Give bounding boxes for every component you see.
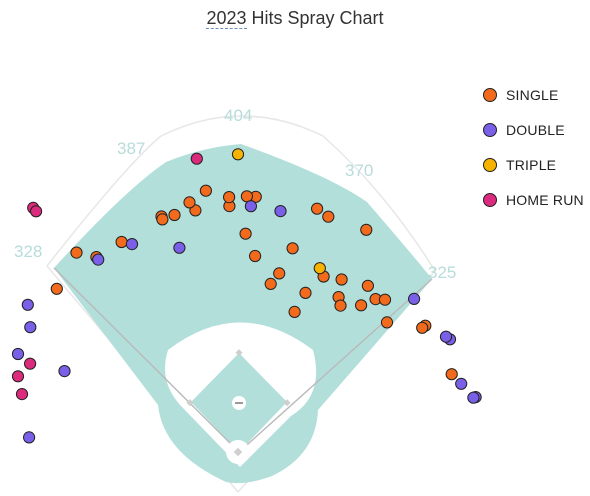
third-base xyxy=(186,399,194,407)
hit-marker-single[interactable] xyxy=(445,368,458,381)
hit-marker-single[interactable] xyxy=(322,210,335,223)
hit-marker-single[interactable] xyxy=(264,277,277,290)
hit-marker-double[interactable] xyxy=(58,365,71,378)
legend-label: HOME RUN xyxy=(506,191,584,208)
pitchers-rubber xyxy=(235,402,243,404)
legend-swatch-single xyxy=(483,87,497,102)
hit-marker-single[interactable] xyxy=(70,246,83,259)
hit-markers xyxy=(11,148,482,444)
hit-marker-triple[interactable] xyxy=(231,148,245,161)
home-plate xyxy=(233,447,243,457)
hit-marker-double[interactable] xyxy=(23,431,36,444)
hit-marker-double[interactable] xyxy=(244,200,257,213)
hit-marker-double[interactable] xyxy=(274,205,287,218)
hit-marker-single[interactable] xyxy=(273,267,286,280)
foul-line-left xyxy=(53,267,240,453)
distance-label-center: 404 xyxy=(224,106,252,125)
legend-item-single[interactable]: SINGLE xyxy=(483,77,584,112)
hit-marker-single[interactable] xyxy=(335,273,348,286)
hit-marker-single[interactable] xyxy=(50,282,63,295)
hit-marker-single[interactable] xyxy=(360,223,373,236)
hit-marker-single[interactable] xyxy=(183,196,196,209)
legend-label: TRIPLE xyxy=(506,156,557,173)
distance-label-left-field: 328 xyxy=(14,242,42,261)
hit-marker-single[interactable] xyxy=(199,184,212,197)
legend-item-double[interactable]: DOUBLE xyxy=(483,112,584,147)
hit-marker-single[interactable] xyxy=(223,191,236,204)
foul-line-right xyxy=(238,278,433,453)
first-base xyxy=(283,399,291,407)
hit-marker-double[interactable] xyxy=(125,238,139,251)
legend-swatch-double xyxy=(483,122,497,137)
hit-marker-triple[interactable] xyxy=(313,262,326,275)
hit-marker-single[interactable] xyxy=(299,286,312,299)
hit-marker-double[interactable] xyxy=(467,391,480,404)
title-year: 2023 xyxy=(206,8,247,29)
hit-marker-single[interactable] xyxy=(361,279,374,292)
hit-marker-double[interactable] xyxy=(173,241,186,254)
hit-marker-double[interactable] xyxy=(455,377,468,390)
distance-label-right-field: 325 xyxy=(428,263,456,282)
hit-marker-single[interactable] xyxy=(378,293,392,306)
hit-marker-single[interactable] xyxy=(311,202,324,215)
hit-marker-home-run[interactable] xyxy=(24,357,37,370)
legend-item-triple[interactable]: TRIPLE xyxy=(483,147,584,182)
hit-marker-double[interactable] xyxy=(11,347,25,361)
warning-track-arc xyxy=(46,115,436,272)
hit-marker-home-run[interactable] xyxy=(29,205,43,218)
hit-marker-single[interactable] xyxy=(380,316,394,329)
hit-marker-single[interactable] xyxy=(115,235,128,249)
outfield-grass xyxy=(54,144,432,484)
hit-marker-single[interactable] xyxy=(168,208,181,222)
hit-marker-single[interactable] xyxy=(355,299,368,312)
hit-marker-single[interactable] xyxy=(239,227,252,240)
hit-marker-double[interactable] xyxy=(21,298,34,311)
distance-label-right-center: 370 xyxy=(345,161,373,180)
hit-marker-single[interactable] xyxy=(334,299,347,312)
hit-marker-home-run[interactable] xyxy=(190,152,203,165)
legend: SINGLE DOUBLE TRIPLE HOME RUN xyxy=(483,77,584,217)
legend-label: DOUBLE xyxy=(506,121,565,138)
legend-swatch-triple xyxy=(483,157,497,172)
legend-label: SINGLE xyxy=(506,86,559,103)
hit-marker-home-run[interactable] xyxy=(11,370,25,383)
hit-marker-double[interactable] xyxy=(408,292,421,305)
distance-label-left-center: 387 xyxy=(117,139,145,158)
second-base xyxy=(235,349,243,357)
hit-marker-double[interactable] xyxy=(439,330,453,343)
legend-item-home-run[interactable]: HOME RUN xyxy=(483,182,584,217)
hit-marker-single[interactable] xyxy=(286,242,299,255)
hit-marker-home-run[interactable] xyxy=(15,388,29,401)
legend-swatch-home-run xyxy=(483,192,497,207)
hit-marker-double[interactable] xyxy=(24,321,37,334)
hit-marker-single[interactable] xyxy=(249,249,262,263)
hit-marker-double[interactable] xyxy=(92,253,105,266)
chart-title: 2023 Hits Spray Chart xyxy=(0,8,590,29)
hit-marker-single[interactable] xyxy=(416,321,429,334)
hit-marker-single[interactable] xyxy=(156,213,169,226)
hit-marker-single[interactable] xyxy=(288,305,301,318)
title-text: Hits Spray Chart xyxy=(246,8,384,28)
